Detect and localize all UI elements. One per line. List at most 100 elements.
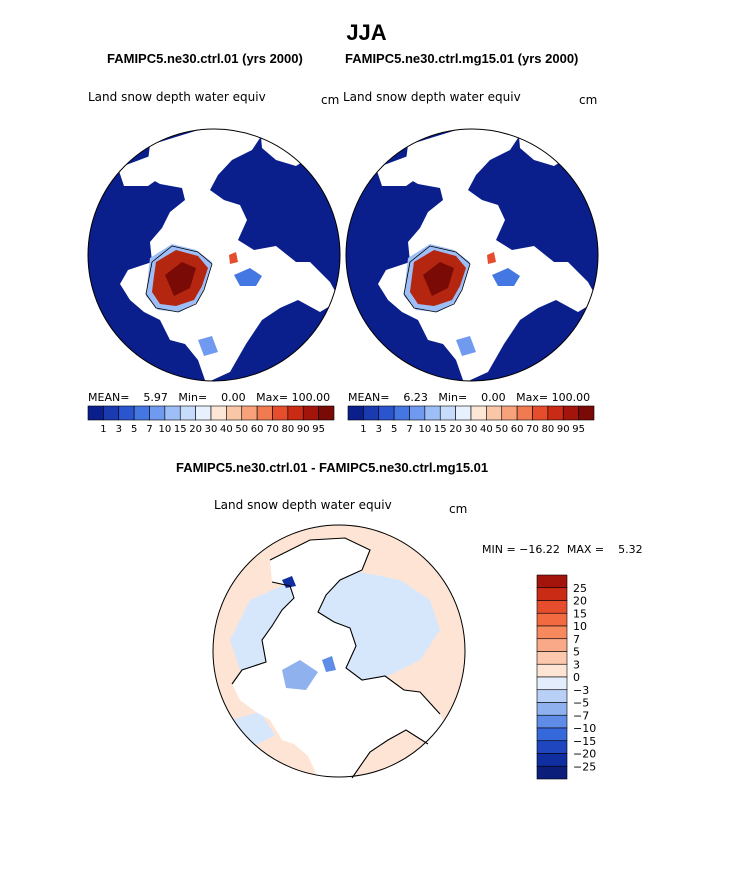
colorbar-tick-label: 3 xyxy=(573,658,580,671)
right-variable-label: Land snow depth water equiv xyxy=(343,90,521,104)
colorbar-tick-label: 30 xyxy=(205,424,218,435)
right-map-outline xyxy=(345,128,599,382)
colorbar-tick-label: 3 xyxy=(376,424,382,435)
colorbar-tick-label: −15 xyxy=(573,735,596,748)
left-stats: MEAN= 5.97 Min= 0.00 Max= 100.00 xyxy=(88,391,331,404)
colorbar-tick-label: 1 xyxy=(100,424,106,435)
colorbar-tick-label: 80 xyxy=(542,424,555,435)
colorbar-swatch xyxy=(256,405,273,421)
land-white xyxy=(376,156,426,186)
colorbar-swatch xyxy=(536,625,568,640)
colorbar-swatch xyxy=(547,405,564,421)
main-title: JJA xyxy=(346,20,387,45)
diff-zero-land xyxy=(232,538,448,777)
colorbar-tick-label: 5 xyxy=(131,424,137,435)
colorbar-swatch xyxy=(455,405,472,421)
colorbar-swatch xyxy=(149,405,166,421)
difference-panel-title: FAMIPC5.ne30.ctrl.01 - FAMIPC5.ne30.ctrl… xyxy=(176,460,489,475)
colorbar-tick-label: −3 xyxy=(573,684,589,697)
colorbar-tick-label: 70 xyxy=(526,424,539,435)
land-white xyxy=(118,156,168,186)
colorbar-swatch xyxy=(536,740,568,754)
right-colorbar: 1 3 5 7 10 15 20 30 40 50 60 70 80 90 95 xyxy=(347,405,595,435)
colorbar-swatch xyxy=(133,405,150,421)
colorbar-swatch xyxy=(536,612,568,627)
difference-minmax: MIN = −16.22 MAX = 5.32 xyxy=(482,543,643,556)
colorbar-tick-label: 10 xyxy=(573,620,587,633)
colorbar-tick-label: 15 xyxy=(434,424,447,435)
colorbar-tick-label: 7 xyxy=(146,424,152,435)
colorbar-swatch xyxy=(536,702,568,716)
left-unit-label: cm xyxy=(321,93,340,107)
colorbar-swatch xyxy=(470,405,487,421)
colorbar-tick-label: 15 xyxy=(174,424,187,435)
colorbar-swatch xyxy=(439,405,456,421)
colorbar-tick-label: 50 xyxy=(495,424,508,435)
colorbar-swatch xyxy=(347,405,364,421)
colorbar-swatch xyxy=(501,405,518,421)
colorbar-tick-label: 7 xyxy=(573,633,580,646)
colorbar-swatch xyxy=(226,405,243,421)
right-polar-map xyxy=(346,129,598,381)
colorbar-swatch xyxy=(536,765,568,780)
colorbar-tick-label: 10 xyxy=(159,424,172,435)
colorbar-swatch xyxy=(164,405,181,421)
colorbar-tick-label: 40 xyxy=(220,424,233,435)
colorbar-tick-label: 30 xyxy=(465,424,478,435)
colorbar-tick-label: 95 xyxy=(572,424,585,435)
snow-cap-core xyxy=(423,262,454,296)
colorbar-tick-label: −25 xyxy=(573,760,596,773)
colorbar-swatch xyxy=(378,405,395,421)
left-panel-title: FAMIPC5.ne30.ctrl.01 (yrs 2000) xyxy=(107,51,303,66)
right-panel-title: FAMIPC5.ne30.ctrl.mg15.01 (yrs 2000) xyxy=(345,51,579,66)
difference-map-outline xyxy=(212,524,466,778)
colorbar-tick-label: 90 xyxy=(557,424,570,435)
colorbar-swatch xyxy=(363,405,380,421)
colorbar-tick-label: 50 xyxy=(235,424,248,435)
colorbar-swatch xyxy=(103,405,120,421)
colorbar-swatch xyxy=(118,405,135,421)
colorbar-swatch xyxy=(536,587,568,601)
colorbar-swatch xyxy=(578,405,595,421)
difference-unit-label: cm xyxy=(449,502,468,516)
colorbar-tick-label: 70 xyxy=(266,424,279,435)
colorbar-swatch xyxy=(424,405,441,421)
colorbar-tick-label: 60 xyxy=(251,424,264,435)
colorbar-tick-label: −10 xyxy=(573,722,596,735)
diff-negative-region xyxy=(230,712,275,748)
colorbar-swatch xyxy=(272,405,289,421)
colorbar-swatch xyxy=(210,405,227,421)
colorbar-tick-label: −7 xyxy=(573,709,589,722)
difference-variable-label: Land snow depth water equiv xyxy=(214,498,392,512)
difference-polar-map xyxy=(213,525,465,777)
coastlines xyxy=(231,537,441,779)
colorbar-swatch xyxy=(241,405,258,421)
colorbar-tick-label: 25 xyxy=(573,582,587,595)
colorbar-swatch xyxy=(486,405,503,421)
colorbar-swatch xyxy=(318,405,335,421)
colorbar-tick-label: 0 xyxy=(573,671,580,684)
left-map-outline xyxy=(87,128,341,382)
colorbar-tick-label: 80 xyxy=(282,424,295,435)
colorbar-swatch xyxy=(536,689,568,703)
colorbar-tick-label: 15 xyxy=(573,607,587,620)
colorbar-swatch xyxy=(302,405,319,421)
left-colorbar: 1 3 5 7 10 15 20 30 40 50 60 70 80 90 95 xyxy=(87,405,335,435)
colorbar-tick-label: −20 xyxy=(573,748,596,761)
colorbar-swatch xyxy=(87,405,104,421)
colorbar-tick-label: 5 xyxy=(573,646,580,659)
left-variable-label: Land snow depth water equiv xyxy=(88,90,266,104)
right-stats: MEAN= 6.23 Min= 0.00 Max= 100.00 xyxy=(348,391,591,404)
colorbar-swatch xyxy=(536,651,568,665)
colorbar-tick-label: 10 xyxy=(419,424,432,435)
colorbar-swatch xyxy=(536,638,568,652)
colorbar-swatch xyxy=(195,405,212,421)
colorbar-swatch xyxy=(536,663,568,678)
colorbar-tick-label: 95 xyxy=(312,424,325,435)
colorbar-swatch xyxy=(532,405,549,421)
land-white xyxy=(378,129,598,381)
colorbar-swatch xyxy=(179,405,196,421)
colorbar-swatch xyxy=(536,574,568,589)
